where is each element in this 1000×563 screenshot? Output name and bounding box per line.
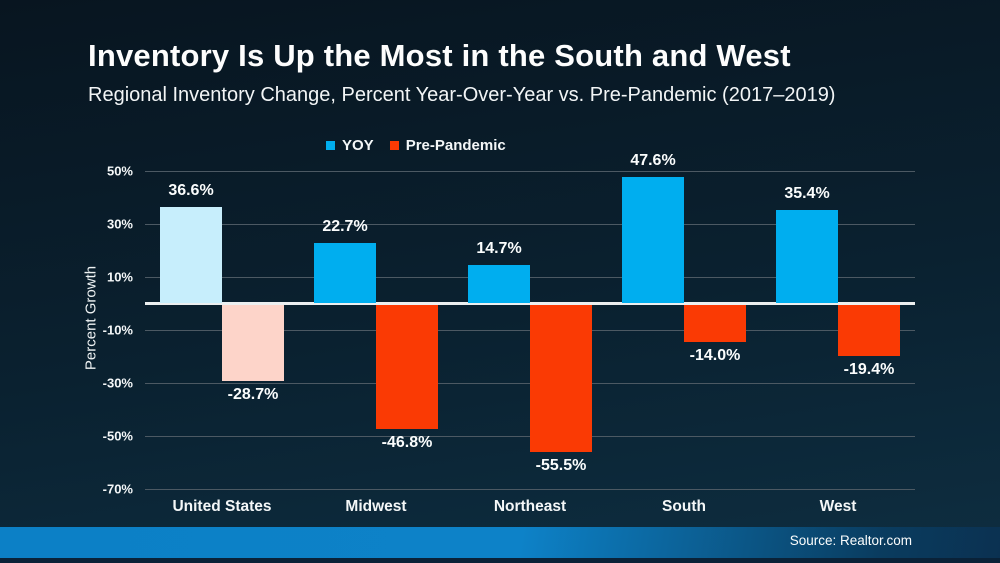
legend-label-yoy: YOY [342, 137, 374, 154]
gridline [145, 171, 915, 172]
footer-band: Source: Realtor.com [0, 527, 1000, 558]
x-category-label: Northeast [493, 498, 567, 515]
x-category-label: United States [172, 498, 272, 515]
y-tick-label: 30% [106, 216, 133, 232]
bar-pre-pandemic-midwest [376, 305, 438, 430]
bar-pre-pandemic-united-states [222, 305, 284, 382]
bar-yoy-northeast [468, 264, 530, 304]
bar-yoy-south [622, 177, 684, 304]
bar-pre-pandemic-west [838, 305, 900, 357]
chart-title: Inventory Is Up the Most in the South an… [88, 38, 791, 73]
source-attribution: Source: Realtor.com [789, 533, 912, 548]
y-tick-label: 50% [106, 163, 133, 179]
bar-pre-pandemic-south [684, 305, 746, 343]
y-tick-label: -10% [102, 322, 133, 338]
bar-pre-pandemic-northeast [530, 305, 592, 453]
legend: YOY Pre-Pandemic [326, 137, 506, 154]
bottom-strip [0, 558, 1000, 563]
value-label: 47.6% [630, 152, 676, 170]
x-category-label: South [662, 498, 706, 515]
value-label: 36.6% [168, 181, 214, 199]
value-label: -19.4% [843, 360, 895, 378]
value-label: 35.4% [784, 184, 830, 202]
x-category-label: West [819, 498, 857, 515]
y-tick-label: -30% [102, 375, 133, 391]
yoy-series-swatch-icon [326, 141, 335, 150]
value-label: -28.7% [227, 385, 279, 403]
value-label: -55.5% [535, 456, 587, 474]
pre-pandemic-series-swatch-icon [389, 141, 399, 150]
bar-yoy-midwest [314, 243, 376, 304]
y-tick-label: -70% [102, 481, 133, 497]
value-label: -14.0% [689, 346, 741, 364]
legend-label-pre-pandemic: Pre-Pandemic [405, 137, 506, 154]
legend-item-yoy: YOY [326, 137, 374, 154]
bar-yoy-united-states [160, 206, 222, 304]
bar-yoy-west [776, 209, 838, 304]
y-tick-label: -50% [102, 428, 133, 444]
value-label: -46.8% [381, 433, 433, 451]
x-category-label: Midwest [345, 498, 407, 515]
y-tick-label: 10% [106, 269, 133, 285]
value-label: 14.7% [476, 239, 522, 257]
gridline [145, 277, 915, 278]
chart-subtitle: Regional Inventory Change, Percent Year-… [88, 84, 836, 106]
legend-item-pre-pandemic: Pre-Pandemic [389, 137, 506, 154]
gridline [145, 224, 915, 225]
value-label: 22.7% [322, 218, 368, 236]
gridline [145, 489, 915, 490]
zero-axis-line [145, 302, 915, 305]
